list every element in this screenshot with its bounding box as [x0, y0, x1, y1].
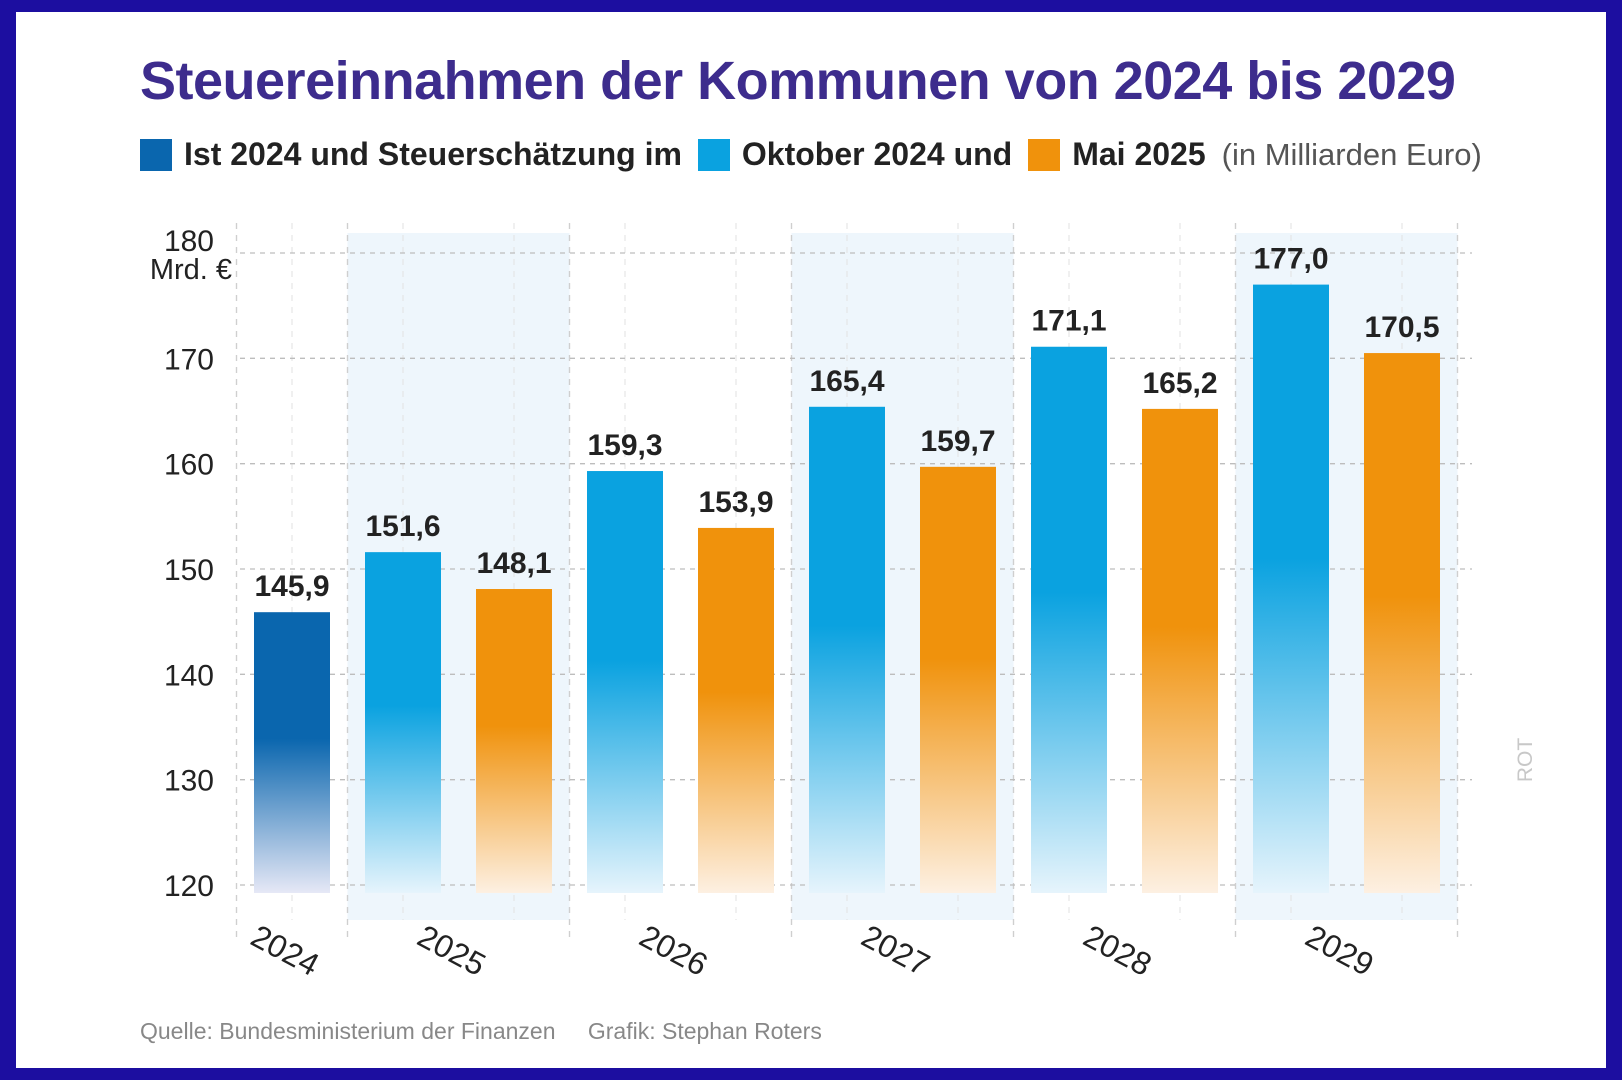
legend-item-ist: Ist 2024 und Steuerschätzung im: [140, 136, 682, 173]
y-axis-unit-label: Mrd. €: [150, 254, 232, 286]
legend-unit-note: (in Milliarden Euro): [1221, 136, 1482, 172]
y-tick-label: 140: [164, 659, 214, 692]
y-tick-label: 130: [164, 765, 214, 798]
y-tick-label: 170: [164, 343, 214, 376]
bar-2028-oktober: [1031, 346, 1107, 893]
x-tick-label: 2029: [1300, 918, 1380, 983]
value-label: 159,3: [587, 429, 662, 462]
credit-text: Grafik: Stephan Roters: [587, 1018, 822, 1044]
bar-2025-oktober: [365, 552, 441, 893]
bar-2026-mai: [698, 527, 774, 893]
value-label: 153,9: [698, 486, 773, 519]
bar-2027-mai: [920, 466, 996, 893]
bar-2029-oktober: [1253, 284, 1329, 894]
legend-label-oktober: Oktober 2024 und: [741, 136, 1013, 172]
bar-2024-ist: [254, 612, 330, 893]
y-tick-label: 150: [164, 554, 214, 587]
bar-2027-oktober: [809, 406, 885, 893]
value-label: 148,1: [476, 547, 551, 580]
y-tick-label: 160: [164, 449, 214, 482]
bar-2028-mai: [1142, 408, 1218, 893]
y-tick-label: 120: [164, 870, 214, 903]
value-label: 165,2: [1142, 367, 1217, 400]
legend-item-oktober: Oktober 2024 und: [697, 136, 1013, 173]
value-label: 165,4: [809, 365, 884, 398]
value-label: 171,1: [1031, 305, 1106, 338]
bar-2029-mai: [1364, 353, 1440, 894]
chart-title: Steuereinnahmen der Kommunen von 2024 bi…: [140, 51, 1456, 111]
x-tick-label: 2027: [856, 918, 936, 983]
bar-2025-mai: [476, 589, 552, 893]
x-tick-label: 2025: [412, 918, 492, 983]
legend-label-ist: Ist 2024 und Steuerschätzung im: [184, 136, 682, 172]
x-tick-label: 2026: [634, 918, 714, 983]
value-label: 145,9: [254, 570, 329, 603]
value-label: 151,6: [365, 510, 440, 543]
legend-item-mai: Mai 2025: [1028, 136, 1206, 173]
legend: Ist 2024 und Steuerschätzung im Oktober …: [140, 136, 1482, 173]
legend-swatch-mai: [1028, 138, 1061, 171]
source-text: Quelle: Bundesministerium der Finanzen: [140, 1018, 556, 1044]
bar-2026-oktober: [587, 471, 663, 893]
value-label: 170,5: [1364, 311, 1439, 344]
y-tick-label: 180: [164, 225, 214, 258]
value-label: 159,7: [920, 425, 995, 458]
watermark-text: ROT: [1514, 738, 1537, 783]
value-label: 177,0: [1253, 243, 1328, 276]
legend-swatch-oktober: [697, 138, 730, 171]
footer-credits: Quelle: Bundesministerium der Finanzen G…: [140, 1018, 848, 1045]
x-tick-label: 2028: [1078, 918, 1158, 983]
legend-swatch-ist: [140, 138, 172, 171]
legend-label-mai: Mai 2025: [1072, 136, 1206, 172]
x-tick-label: 2024: [245, 918, 325, 983]
